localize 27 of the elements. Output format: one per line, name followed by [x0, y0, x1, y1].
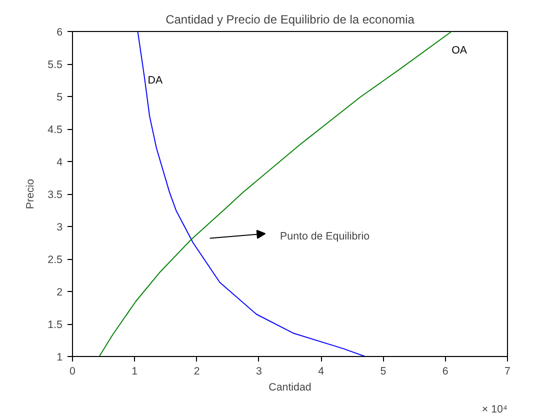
chart-title: Cantidad y Precio de Equilibrio de la economia	[166, 12, 415, 26]
text: × 10⁴	[482, 404, 508, 416]
x-tick-label: 1	[132, 366, 138, 378]
x-tick-label: 3	[256, 366, 262, 378]
line-series	[98, 32, 452, 356]
y-tick-label: 3.5	[48, 189, 63, 201]
y-axis-title: Precio	[24, 178, 37, 210]
x-axis-title: Cantidad	[268, 382, 312, 394]
y-tick-label: 4	[56, 156, 63, 168]
y-tick-label: 5.5	[48, 59, 63, 71]
x-tick-label: 4	[318, 366, 324, 378]
x-tick-label: 2	[194, 366, 200, 378]
annotation: Punto de Equilibrio	[280, 230, 370, 242]
series-label: DA	[148, 74, 164, 86]
y-tick-label: 4.5	[48, 124, 63, 136]
x-tick-label: 7	[504, 366, 511, 378]
y-tick-label: 3	[56, 222, 63, 234]
x-tick-label: 0	[70, 366, 76, 378]
y-tick-label: 6	[56, 26, 63, 38]
y-tick-label: 5	[56, 92, 63, 104]
series-label: OA	[452, 44, 468, 56]
x-tick-label: 6	[442, 366, 448, 378]
y-tick-label: 2.5	[48, 254, 63, 266]
y-tick-label: 1	[56, 352, 63, 364]
y-tick-label: 1.5	[48, 319, 63, 331]
y-tick-label: 2	[56, 286, 63, 298]
x-tick-label: 5	[380, 366, 386, 378]
